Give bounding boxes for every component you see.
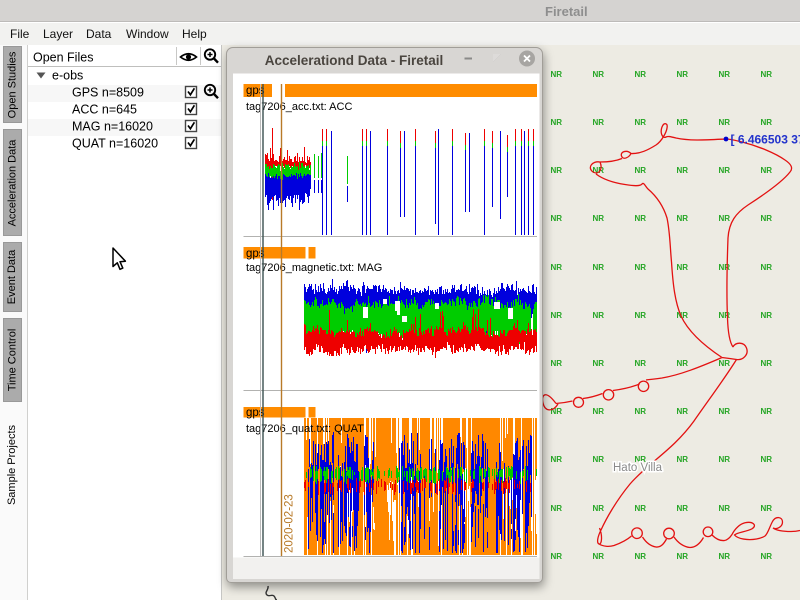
svg-text:NR: NR bbox=[761, 504, 773, 513]
svg-text:NR: NR bbox=[635, 455, 647, 464]
svg-text:ACC n=645: ACC n=645 bbox=[72, 103, 137, 117]
svg-text:NR: NR bbox=[551, 311, 563, 320]
svg-text:NR: NR bbox=[635, 359, 647, 368]
svg-text:NR: NR bbox=[551, 407, 563, 416]
svg-text:NR: NR bbox=[551, 118, 563, 127]
svg-text:NR: NR bbox=[593, 504, 605, 513]
svg-text:NR: NR bbox=[677, 455, 689, 464]
svg-text:tag7206_magnetic.txt: MAG: tag7206_magnetic.txt: MAG bbox=[246, 262, 382, 274]
svg-text:Accelerationd Data - Firetail: Accelerationd Data - Firetail bbox=[265, 53, 444, 68]
svg-text:tag7206_quat.txt: QUAT: tag7206_quat.txt: QUAT bbox=[246, 423, 364, 435]
svg-text:e-obs: e-obs bbox=[52, 69, 83, 83]
svg-text:NR: NR bbox=[719, 70, 731, 79]
svg-text:NR: NR bbox=[719, 359, 731, 368]
svg-text:NR: NR bbox=[677, 311, 689, 320]
svg-text:NR: NR bbox=[761, 407, 773, 416]
svg-text:NR: NR bbox=[593, 552, 605, 561]
svg-text:NR: NR bbox=[551, 504, 563, 513]
svg-text:NR: NR bbox=[677, 504, 689, 513]
svg-text:NR: NR bbox=[551, 455, 563, 464]
svg-text:NR: NR bbox=[635, 214, 647, 223]
svg-text:NR: NR bbox=[677, 407, 689, 416]
svg-text:NR: NR bbox=[761, 552, 773, 561]
svg-text:NR: NR bbox=[677, 263, 689, 272]
svg-text:NR: NR bbox=[635, 504, 647, 513]
svg-text:MAG n=16020: MAG n=16020 bbox=[72, 120, 153, 134]
svg-text:NR: NR bbox=[761, 166, 773, 175]
svg-text:NR: NR bbox=[719, 166, 731, 175]
svg-text:NR: NR bbox=[761, 311, 773, 320]
svg-text:NR: NR bbox=[677, 166, 689, 175]
svg-text:NR: NR bbox=[551, 70, 563, 79]
svg-text:tag7206_acc.txt: ACC: tag7206_acc.txt: ACC bbox=[246, 101, 352, 113]
svg-text:NR: NR bbox=[635, 552, 647, 561]
svg-text:NR: NR bbox=[593, 118, 605, 127]
svg-text:NR: NR bbox=[593, 359, 605, 368]
svg-text:gps: gps bbox=[246, 85, 265, 97]
svg-text:NR: NR bbox=[719, 118, 731, 127]
svg-text:NR: NR bbox=[635, 166, 647, 175]
svg-text:NR: NR bbox=[593, 70, 605, 79]
svg-text:NR: NR bbox=[677, 359, 689, 368]
svg-text:NR: NR bbox=[761, 214, 773, 223]
svg-text:NR: NR bbox=[551, 166, 563, 175]
svg-text:NR: NR bbox=[719, 455, 731, 464]
svg-text:NR: NR bbox=[719, 552, 731, 561]
svg-text:NR: NR bbox=[593, 263, 605, 272]
svg-text:NR: NR bbox=[551, 214, 563, 223]
svg-text:NR: NR bbox=[719, 407, 731, 416]
svg-text:NR: NR bbox=[593, 407, 605, 416]
svg-text:NR: NR bbox=[635, 311, 647, 320]
svg-text:QUAT n=16020: QUAT n=16020 bbox=[72, 137, 158, 151]
svg-text:Open Files: Open Files bbox=[33, 51, 93, 65]
svg-text:gps: gps bbox=[246, 248, 265, 260]
svg-text:NR: NR bbox=[719, 311, 731, 320]
svg-text:NR: NR bbox=[677, 118, 689, 127]
svg-text:NR: NR bbox=[761, 455, 773, 464]
svg-text:NR: NR bbox=[761, 263, 773, 272]
svg-text:NR: NR bbox=[593, 455, 605, 464]
svg-text:NR: NR bbox=[593, 214, 605, 223]
svg-text:NR: NR bbox=[593, 166, 605, 175]
svg-text:Hato Villa: Hato Villa bbox=[613, 462, 663, 474]
svg-text:[ 6.466503 37: [ 6.466503 37 bbox=[731, 133, 800, 147]
svg-text:2020-02-23: 2020-02-23 bbox=[284, 494, 296, 553]
svg-text:NR: NR bbox=[551, 552, 563, 561]
svg-text:NR: NR bbox=[761, 70, 773, 79]
svg-text:GPS n=8509: GPS n=8509 bbox=[72, 86, 144, 100]
svg-text:NR: NR bbox=[551, 359, 563, 368]
svg-text:NR: NR bbox=[677, 552, 689, 561]
svg-text:NR: NR bbox=[635, 70, 647, 79]
svg-text:NR: NR bbox=[677, 70, 689, 79]
svg-text:NR: NR bbox=[719, 263, 731, 272]
svg-text:NR: NR bbox=[761, 118, 773, 127]
svg-text:NR: NR bbox=[677, 214, 689, 223]
svg-text:NR: NR bbox=[593, 311, 605, 320]
svg-text:NR: NR bbox=[719, 504, 731, 513]
svg-text:NR: NR bbox=[719, 214, 731, 223]
svg-text:NR: NR bbox=[635, 407, 647, 416]
svg-text:NR: NR bbox=[551, 263, 563, 272]
svg-text:gps: gps bbox=[246, 407, 265, 419]
svg-text:NR: NR bbox=[635, 263, 647, 272]
svg-text:NR: NR bbox=[635, 118, 647, 127]
svg-text:NR: NR bbox=[761, 359, 773, 368]
